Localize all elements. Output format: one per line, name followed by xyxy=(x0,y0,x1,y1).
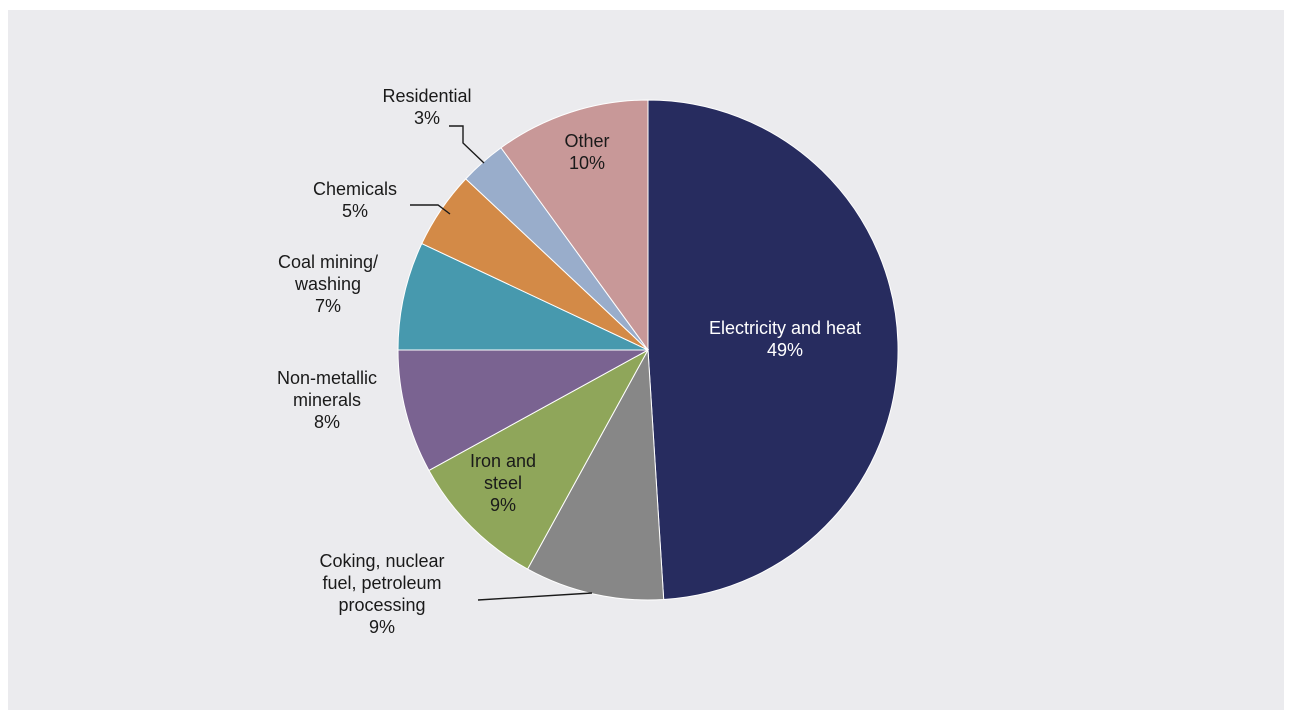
pie-slice-electricity-and-heat xyxy=(647,99,899,601)
data-label-line: steel xyxy=(484,473,522,493)
leader-line-coking-nuclear-fuel-petroleum-processing xyxy=(477,592,593,601)
data-label-line: 3% xyxy=(414,108,440,128)
leader-line-chemicals xyxy=(410,204,451,215)
data-label-line: Coal mining/ xyxy=(278,252,378,272)
data-label-line: 9% xyxy=(490,495,516,515)
data-label-line: 7% xyxy=(315,296,341,316)
data-label-line: Electricity and heat xyxy=(709,318,861,338)
data-label-residential: Residential 3% xyxy=(382,86,471,128)
data-label-iron-and-steel: Iron and steel 9% xyxy=(470,451,536,515)
data-label-line: Iron and xyxy=(470,451,536,471)
data-label-electricity-and-heat: Electricity and heat 49% xyxy=(709,318,861,360)
data-label-line: fuel, petroleum xyxy=(322,573,441,593)
data-label-coal-mining-washing: Coal mining/washing 7% xyxy=(278,252,378,316)
data-label-line: Coking, nuclear xyxy=(319,551,444,571)
data-label-line: 10% xyxy=(569,153,605,173)
data-label-line: Chemicals xyxy=(313,179,397,199)
data-label-non-metallic-minerals: Non-metallic minerals 8% xyxy=(277,368,377,432)
leader-line-residential xyxy=(449,125,485,164)
data-label-line: processing xyxy=(338,595,425,615)
data-label-line: 5% xyxy=(342,201,368,221)
data-label-other: Other 10% xyxy=(564,131,609,173)
pie-slice-coal-mining-washing xyxy=(397,242,649,351)
pie-slice-non-metallic-minerals xyxy=(397,349,649,472)
data-label-line: Residential xyxy=(382,86,471,106)
pie-slice-coking-nuclear-fuel-petroleum-processing xyxy=(526,348,665,601)
data-label-line: 49% xyxy=(767,340,803,360)
data-label-line: Non-metallic xyxy=(277,368,377,388)
data-label-chemicals: Chemicals 5% xyxy=(313,179,397,221)
data-label-line: Other xyxy=(564,131,609,151)
pie-slice-iron-and-steel xyxy=(428,348,650,570)
data-label-line: washing xyxy=(294,274,361,294)
data-label-line: 9% xyxy=(369,617,395,637)
data-label-line: 8% xyxy=(314,412,340,432)
pie-slice-other xyxy=(500,99,649,352)
data-label-coking-nuclear-fuel-petroleum-processing: Coking, nuclear fuel, petroleum processing… xyxy=(319,551,444,637)
data-label-line: minerals xyxy=(293,390,361,410)
